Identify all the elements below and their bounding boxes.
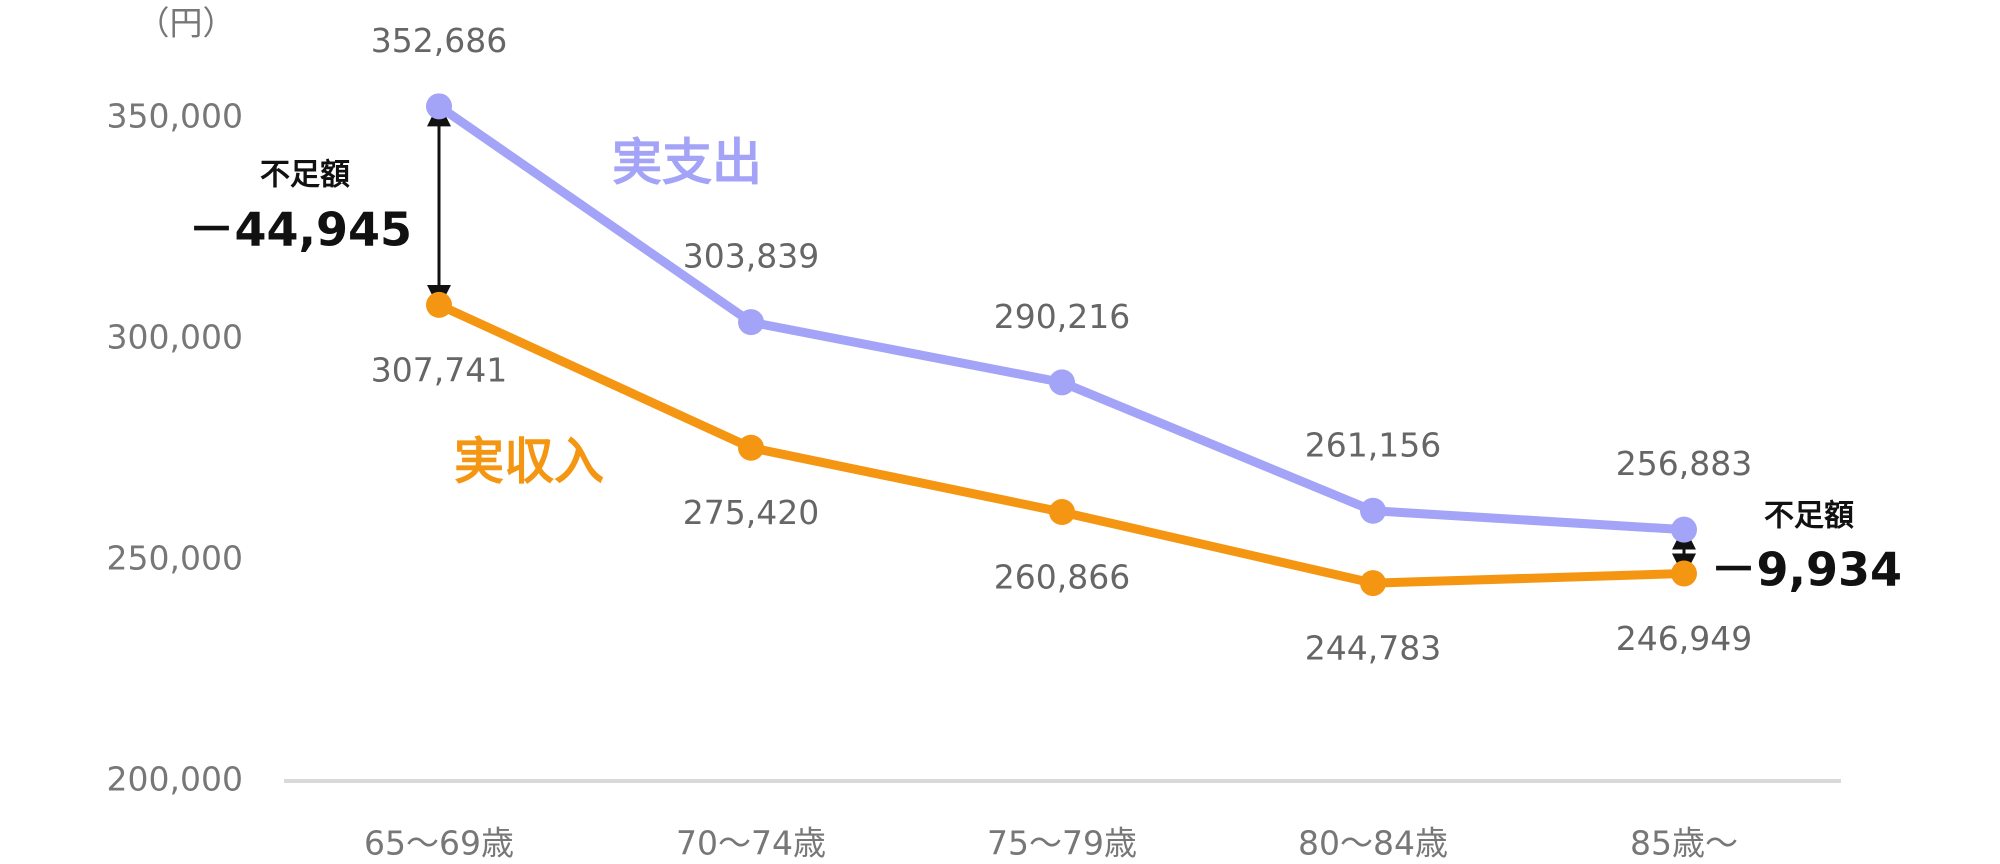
point xyxy=(738,309,764,336)
x-tick-label: 65～69歳 xyxy=(364,824,514,863)
point xyxy=(1671,516,1697,543)
data-label: 244,783 xyxy=(1305,629,1441,668)
data-label: 246,949 xyxy=(1616,619,1752,658)
data-label: 303,839 xyxy=(683,237,819,276)
point xyxy=(1360,497,1386,524)
series-label: 実支出 xyxy=(612,134,762,192)
data-label: 307,741 xyxy=(371,350,507,389)
annotation-title: 不足額 xyxy=(1764,499,1854,534)
x-tick-label: 80～84歳 xyxy=(1298,824,1448,863)
data-label: 275,420 xyxy=(683,493,819,532)
data-label: 352,686 xyxy=(371,21,507,60)
series-line xyxy=(437,300,1685,588)
y-tick-label: 350,000 xyxy=(107,97,243,136)
annotation-title: 不足額 xyxy=(260,158,350,193)
x-tick-label: 85歳～ xyxy=(1630,824,1738,863)
point xyxy=(426,291,452,318)
series-label: 実収入 xyxy=(454,433,604,491)
annotation-text: －44,945 xyxy=(188,203,412,257)
y-tick-label: 200,000 xyxy=(107,760,243,799)
y-tick-label: 250,000 xyxy=(107,539,243,578)
data-label: 261,156 xyxy=(1305,425,1441,464)
unit-label: （円） xyxy=(137,4,236,43)
data-label: 260,866 xyxy=(994,558,1130,597)
point xyxy=(1049,369,1075,396)
x-tick-label: 70～74歳 xyxy=(676,824,826,863)
point xyxy=(1671,560,1697,587)
annotation-text: －9,934 xyxy=(1710,543,1902,597)
point xyxy=(426,93,452,120)
y-tick-label: 300,000 xyxy=(107,318,243,357)
data-label: 290,216 xyxy=(994,297,1130,336)
data-label: 256,883 xyxy=(1616,444,1752,483)
x-tick-label: 75～79歳 xyxy=(987,824,1137,863)
point xyxy=(1360,570,1386,597)
point xyxy=(1049,499,1075,526)
point xyxy=(738,434,764,461)
